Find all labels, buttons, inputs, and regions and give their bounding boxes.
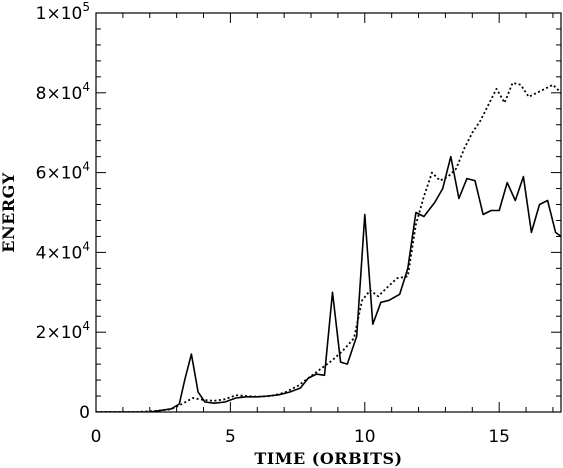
x-axis-title: TIME (ORBITS) bbox=[254, 449, 402, 468]
x-tick-label: 0 bbox=[91, 427, 102, 447]
series-line-dotted bbox=[96, 81, 561, 412]
y-tick-label: 1×105 bbox=[36, 0, 90, 24]
y-tick-label: 8×104 bbox=[36, 80, 90, 104]
y-tick-label: 0 bbox=[79, 403, 90, 423]
y-tick-label: 6×104 bbox=[36, 160, 90, 184]
y-tick-label: 2×104 bbox=[36, 319, 90, 343]
x-tick-label: 15 bbox=[488, 427, 510, 447]
y-tick-label: 4×104 bbox=[36, 239, 90, 263]
series-line-solid bbox=[96, 155, 561, 412]
x-tick-label: 5 bbox=[225, 427, 236, 447]
plot-marks: 0 5 10 15 0 2×104 4×104 6×104 8×104 1×105 bbox=[36, 0, 562, 447]
y-axis-title: ENERGY bbox=[0, 172, 18, 252]
x-tick-label: 10 bbox=[354, 427, 376, 447]
plot-frame bbox=[95, 12, 562, 413]
